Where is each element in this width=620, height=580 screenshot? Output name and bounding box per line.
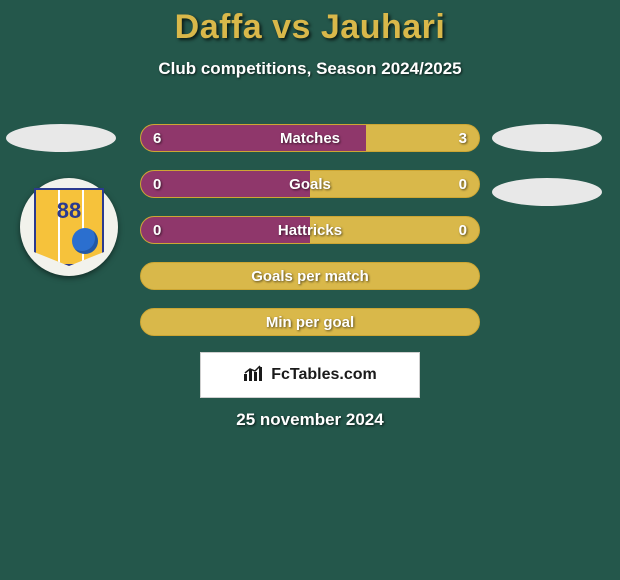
comparison-infographic: Daffa vs Jauhari Club competitions, Seas… [0, 0, 620, 580]
stat-row: Goals per match [140, 262, 480, 290]
stat-row: Matches63 [140, 124, 480, 152]
club-badge-number: 88 [36, 198, 102, 224]
stat-value-right: 0 [459, 171, 467, 197]
player-right-placeholder-1 [492, 124, 602, 152]
comparison-bars: Matches63 Goals00 Hattricks00 Goals per mat… [140, 124, 480, 354]
club-badge: 88 [20, 178, 118, 276]
chart-icon [243, 364, 265, 387]
attribution-text: FcTables.com [271, 366, 377, 384]
stat-row: Goals00 [140, 170, 480, 198]
stat-label: Min per goal [141, 309, 479, 335]
stat-row: Hattricks00 [140, 216, 480, 244]
date-text: 25 november 2024 [0, 410, 620, 430]
stat-bar-left [141, 171, 310, 197]
attribution-box: FcTables.com [200, 352, 420, 398]
stat-value-right: 3 [459, 125, 467, 151]
stat-label: Goals per match [141, 263, 479, 289]
subtitle: Club competitions, Season 2024/2025 [0, 59, 620, 79]
stat-value-right: 0 [459, 217, 467, 243]
stat-row: Min per goal [140, 308, 480, 336]
club-badge-ball-icon [72, 228, 98, 254]
stat-bar-left [141, 217, 310, 243]
club-badge-shield: 88 [34, 188, 104, 266]
player-left-placeholder [6, 124, 116, 152]
stat-bar-left [141, 125, 366, 151]
player-right-placeholder-2 [492, 178, 602, 206]
page-title: Daffa vs Jauhari [0, 0, 620, 47]
